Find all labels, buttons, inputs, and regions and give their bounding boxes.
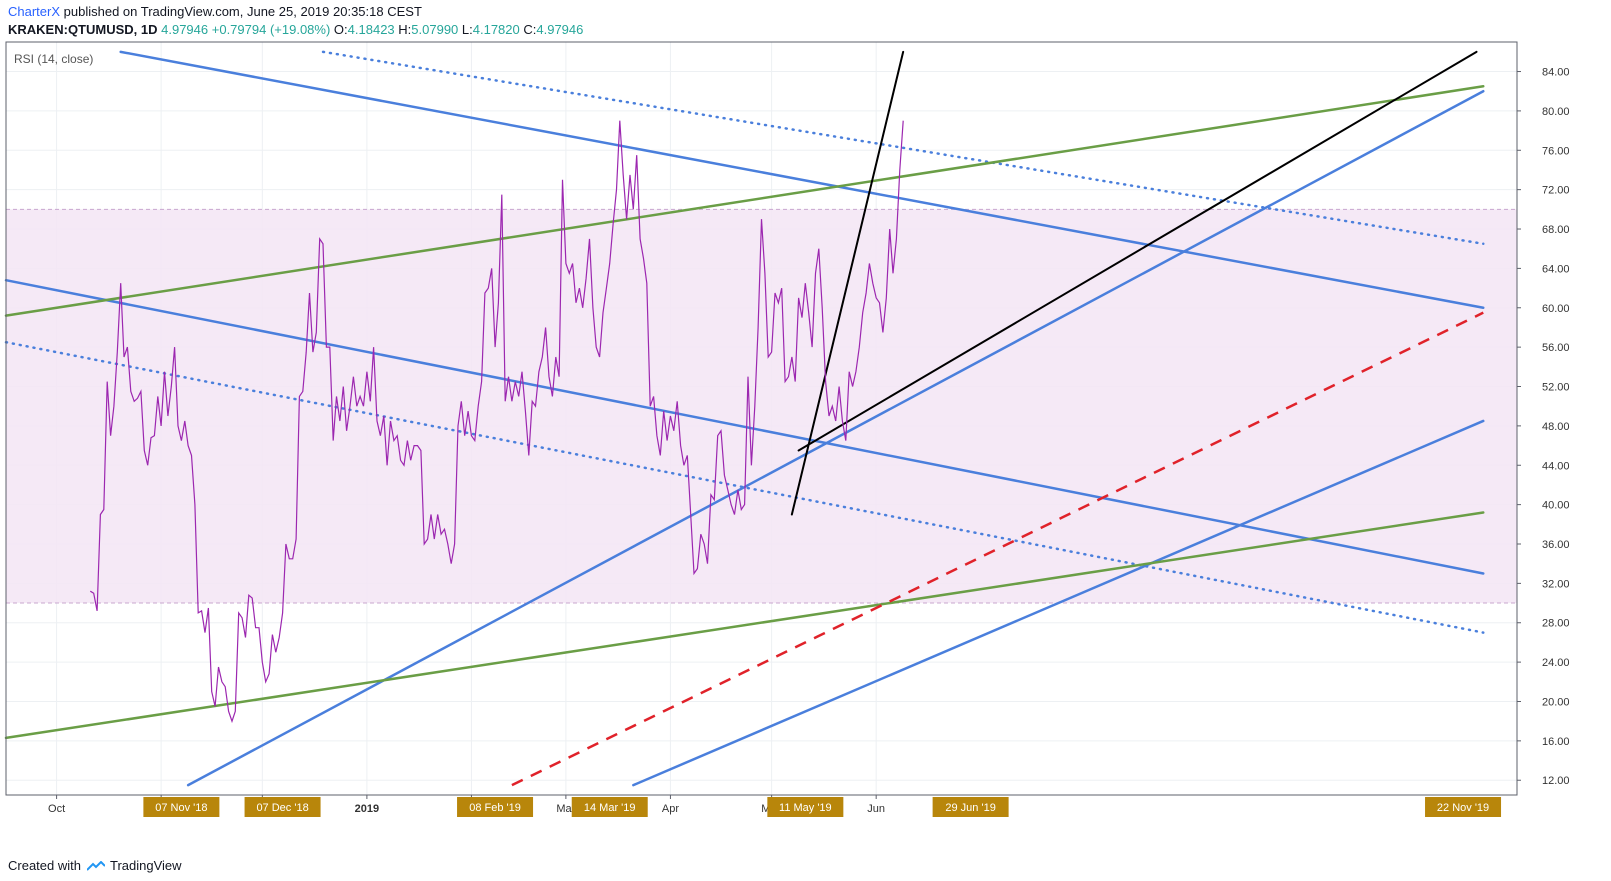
rsi-band bbox=[6, 209, 1517, 604]
y-tick-label: 12.00 bbox=[1542, 775, 1570, 787]
trendline-blue-5 bbox=[186, 89, 1485, 787]
x-tick-label: Jun bbox=[867, 803, 885, 815]
y-tick-label: 72.00 bbox=[1542, 185, 1570, 197]
high-label: H: bbox=[398, 22, 412, 37]
indicator-title: RSI (14, close) bbox=[14, 52, 93, 66]
ohlc-legend: KRAKEN:QTUMUSD, 1D 4.97946 +0.79794 (+19… bbox=[8, 22, 583, 38]
y-tick-label: 80.00 bbox=[1542, 106, 1570, 118]
date-tag-bg bbox=[571, 797, 648, 817]
y-tick-label: 20.00 bbox=[1542, 696, 1570, 708]
close-value: 4.97946 bbox=[536, 22, 584, 37]
date-tag-bg bbox=[457, 797, 534, 817]
trendline-blue-6 bbox=[632, 419, 1485, 787]
date-tag[interactable]: 22 Nov '19 bbox=[1425, 797, 1502, 817]
date-tag-label: 14 Mar '19 bbox=[584, 802, 636, 814]
y-tick-label: 48.00 bbox=[1542, 421, 1570, 433]
date-tag-label: 07 Dec '18 bbox=[256, 802, 308, 814]
y-tick-label: 64.00 bbox=[1542, 263, 1570, 275]
date-tag[interactable]: 14 Mar '19 bbox=[571, 797, 648, 817]
date-tag-label: 07 Nov '18 bbox=[155, 802, 207, 814]
date-tag[interactable]: 07 Nov '18 bbox=[143, 797, 220, 817]
date-tag[interactable]: 07 Dec '18 bbox=[244, 797, 321, 817]
date-tag-label: 08 Feb '19 bbox=[469, 802, 521, 814]
date-tag[interactable]: 08 Feb '19 bbox=[457, 797, 534, 817]
date-tag-bg bbox=[244, 797, 321, 817]
trendline-green-8 bbox=[4, 511, 1485, 740]
x-tick-label: 2019 bbox=[355, 803, 379, 815]
close-label: C: bbox=[523, 22, 537, 37]
publication-header: CharterX published on TradingView.com, J… bbox=[8, 4, 422, 20]
y-tick-label: 28.00 bbox=[1542, 618, 1570, 630]
y-tick-label: 52.00 bbox=[1542, 382, 1570, 394]
published-text: published on TradingView.com, June 25, 2… bbox=[63, 4, 422, 19]
footer: Created with TradingView bbox=[8, 858, 182, 873]
y-tick-label: 68.00 bbox=[1542, 224, 1570, 236]
date-tag-bg bbox=[767, 797, 844, 817]
tradingview-brand[interactable]: TradingView bbox=[110, 858, 182, 873]
date-tag-label: 29 Jun '19 bbox=[945, 802, 995, 814]
y-tick-label: 32.00 bbox=[1542, 578, 1570, 590]
last-price: 4.97946 bbox=[161, 22, 209, 37]
trendline-green-7 bbox=[4, 85, 1485, 317]
open-label: O: bbox=[333, 22, 348, 37]
created-with-label: Created with bbox=[8, 858, 81, 873]
date-tag-bg bbox=[1425, 797, 1502, 817]
trendline-blue-1 bbox=[119, 50, 1485, 310]
tradingview-logo-icon bbox=[86, 861, 105, 871]
trendline-blue-4 bbox=[321, 50, 1485, 246]
y-tick-label: 84.00 bbox=[1542, 67, 1570, 79]
plot-frame bbox=[5, 41, 1518, 796]
date-tag-label: 22 Nov '19 bbox=[1437, 802, 1489, 814]
y-tick-label: 16.00 bbox=[1542, 736, 1570, 748]
date-tag-bg bbox=[932, 797, 1009, 817]
date-tag[interactable]: 29 Jun '19 bbox=[932, 797, 1009, 817]
x-tick-label: Oct bbox=[48, 803, 65, 815]
y-tick-label: 24.00 bbox=[1542, 657, 1570, 669]
price-scale[interactable]: 12.00 16.00 20.00 24.00 28.00 32.00 36.00 40.00… bbox=[1517, 67, 1570, 788]
low-label: L: bbox=[461, 22, 473, 37]
date-tag-bg bbox=[143, 797, 220, 817]
symbol-label: KRAKEN:QTUMUSD, 1D bbox=[8, 22, 158, 37]
x-tick-label: Apr bbox=[662, 803, 679, 815]
y-tick-label: 76.00 bbox=[1542, 145, 1570, 157]
rsi-series-line bbox=[89, 120, 904, 724]
date-tag[interactable]: 11 May '19 bbox=[767, 797, 844, 817]
trendline-blue-2 bbox=[4, 278, 1485, 575]
y-tick-label: 56.00 bbox=[1542, 342, 1570, 354]
trendlines bbox=[4, 50, 1485, 787]
y-tick-label: 60.00 bbox=[1542, 303, 1570, 315]
open-value: 4.18423 bbox=[347, 22, 395, 37]
change-value: +0.79794 (+19.08%) bbox=[211, 22, 331, 37]
y-tick-label: 40.00 bbox=[1542, 500, 1570, 512]
high-value: 5.07990 bbox=[411, 22, 459, 37]
x-tick-label: Mar bbox=[556, 803, 575, 815]
y-tick-label: 44.00 bbox=[1542, 460, 1570, 472]
trendline-black-10 bbox=[790, 50, 905, 516]
trendline-black-11 bbox=[797, 50, 1478, 452]
trendline-blue-3 bbox=[4, 340, 1485, 634]
author-link[interactable]: CharterX bbox=[8, 4, 61, 19]
date-tag-label: 11 May '19 bbox=[779, 802, 832, 814]
low-value: 4.17820 bbox=[472, 22, 520, 37]
y-tick-label: 36.00 bbox=[1542, 539, 1570, 551]
